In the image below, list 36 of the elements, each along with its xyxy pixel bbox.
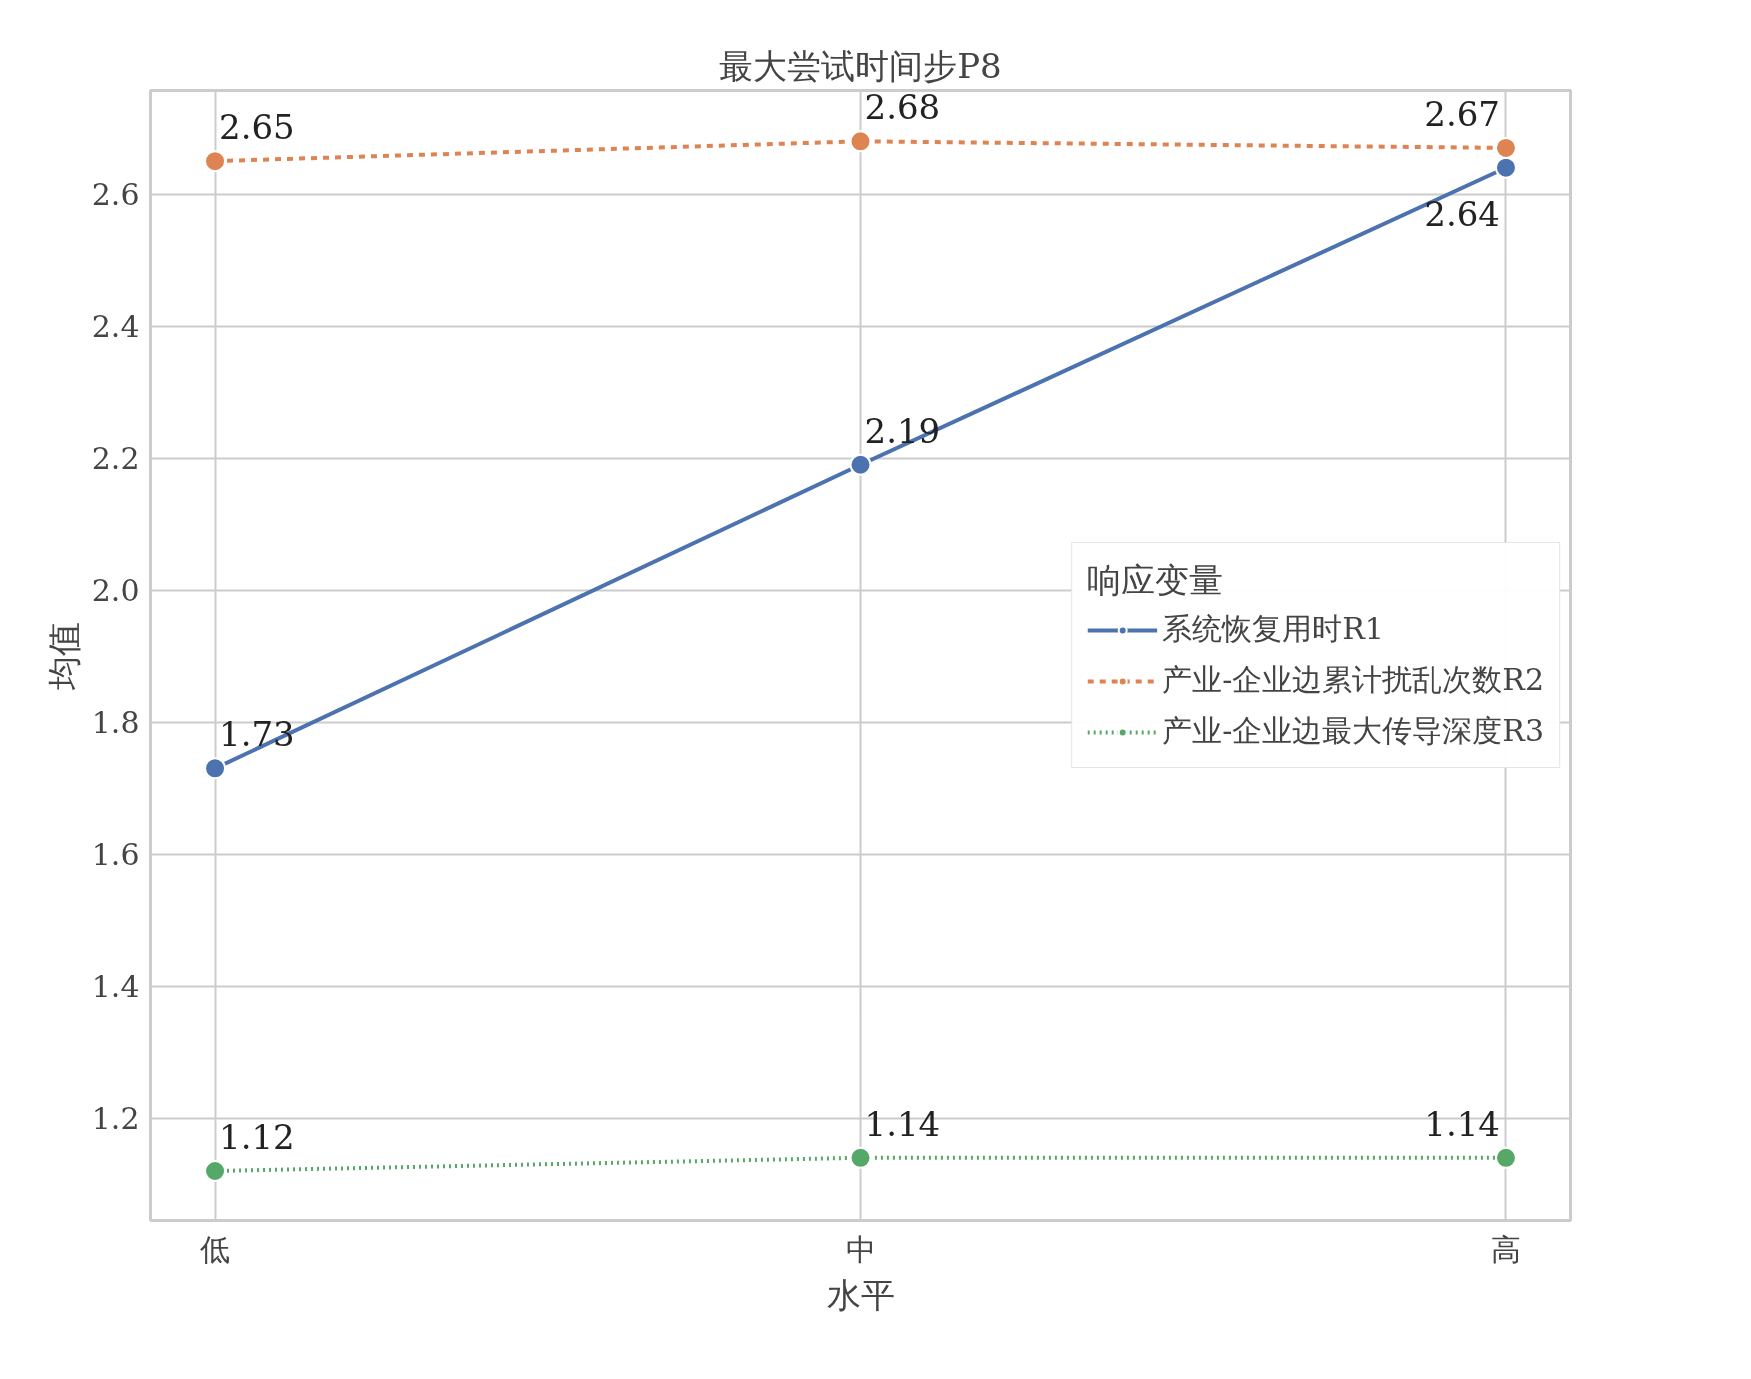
- legend-label: 产业-企业边最大传导深度R3: [1162, 712, 1544, 750]
- point: [849, 1146, 872, 1169]
- y-tick-label: 2.0: [91, 573, 140, 609]
- data-label: 1.14: [1424, 1103, 1500, 1144]
- data-label: 1.12: [219, 1117, 295, 1157]
- x-tick-label: 低: [200, 1231, 231, 1267]
- point: [1494, 156, 1517, 179]
- point: [849, 453, 872, 476]
- data-label: 1.14: [864, 1103, 941, 1144]
- data-label: 2.67: [1424, 93, 1500, 134]
- data-label: 1.73: [219, 714, 295, 755]
- y-tick-label: 1.2: [91, 1101, 140, 1137]
- point: [1494, 1146, 1517, 1169]
- legend-title: 响应变量: [1087, 559, 1225, 602]
- point: [204, 150, 227, 173]
- chart-title: 最大尝试时间步P8: [719, 45, 1002, 86]
- y-tick-label: 1.4: [91, 969, 140, 1005]
- data-label: 2.19: [864, 410, 941, 451]
- data-label: 2.64: [1424, 193, 1500, 234]
- y-tick-label: 2.6: [91, 177, 140, 213]
- y-tick-label: 1.6: [91, 837, 140, 873]
- x-axis-title: 水平: [826, 1274, 895, 1315]
- data-label: 2.65: [219, 107, 295, 148]
- x-tick-label: 高: [1490, 1231, 1521, 1267]
- data-label: 2.68: [864, 87, 941, 128]
- y-tick-label: 1.8: [91, 705, 140, 741]
- point: [204, 757, 227, 780]
- point: [849, 130, 872, 153]
- x-tick-label: 中: [845, 1231, 876, 1267]
- y-axis-title: 均值: [43, 621, 84, 691]
- legend-label: 系统恢复用时R1: [1162, 610, 1384, 648]
- legend-label: 产业-企业边累计扰乱次数R2: [1162, 661, 1544, 699]
- y-tick-label: 2.4: [91, 309, 140, 345]
- point: [1494, 136, 1517, 159]
- y-tick-label: 2.2: [91, 441, 140, 477]
- point: [204, 1160, 227, 1182]
